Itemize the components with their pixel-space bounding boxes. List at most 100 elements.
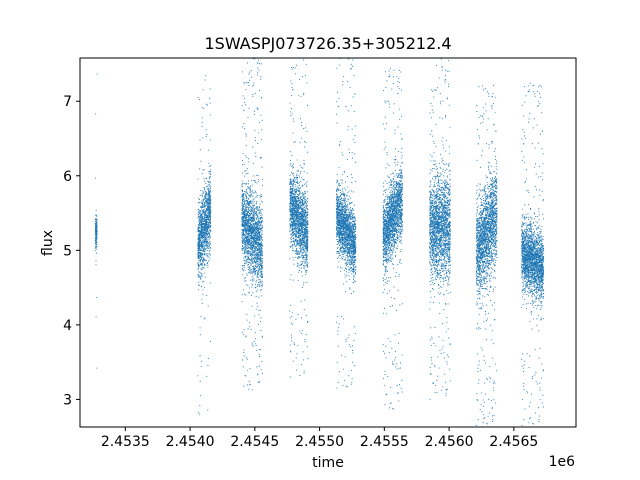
data-point — [304, 221, 305, 222]
data-point — [303, 59, 304, 60]
data-point — [306, 241, 307, 242]
data-point — [204, 232, 205, 233]
data-point — [204, 212, 205, 213]
data-point — [260, 229, 261, 230]
data-point — [96, 220, 97, 221]
data-point — [303, 259, 304, 260]
data-point — [297, 209, 298, 210]
data-point — [202, 241, 203, 242]
data-point — [259, 248, 260, 249]
data-point — [260, 224, 261, 225]
data-point — [198, 209, 199, 210]
data-point — [295, 216, 296, 217]
data-point — [257, 216, 258, 217]
data-point — [293, 179, 294, 180]
data-point — [258, 324, 259, 325]
data-point — [202, 117, 203, 118]
data-point — [302, 179, 303, 180]
data-point — [207, 199, 208, 200]
data-point — [303, 246, 304, 247]
data-point — [249, 292, 250, 293]
data-point — [296, 191, 297, 192]
data-point — [304, 203, 305, 204]
data-point — [245, 224, 246, 225]
data-point — [256, 252, 257, 253]
data-point — [248, 233, 249, 234]
data-point — [208, 305, 209, 306]
data-point — [255, 338, 256, 339]
data-point — [207, 262, 208, 263]
data-point — [298, 256, 299, 257]
data-point — [303, 216, 304, 217]
data-point — [306, 131, 307, 132]
data-point — [257, 63, 258, 64]
data-point — [301, 228, 302, 229]
data-point — [243, 366, 244, 367]
data-point — [299, 241, 300, 242]
data-point — [209, 215, 210, 216]
data-point — [244, 242, 245, 243]
data-point — [206, 198, 207, 199]
data-point — [249, 247, 250, 248]
data-point — [293, 242, 294, 243]
data-point — [203, 223, 204, 224]
data-point — [210, 114, 211, 115]
data-point — [209, 173, 210, 174]
data-point — [249, 217, 250, 218]
data-point — [253, 345, 254, 346]
data-point — [303, 203, 304, 204]
data-point — [210, 231, 211, 232]
data-point — [299, 228, 300, 229]
data-point — [304, 202, 305, 203]
data-point — [259, 245, 260, 246]
data-point — [306, 259, 307, 260]
data-point — [306, 239, 307, 240]
data-point — [260, 232, 261, 233]
data-point — [298, 243, 299, 244]
data-point — [202, 218, 203, 219]
data-point — [249, 216, 250, 217]
data-point — [201, 222, 202, 223]
data-point — [305, 196, 306, 197]
data-point — [258, 274, 259, 275]
data-point — [254, 226, 255, 227]
data-point — [259, 239, 260, 240]
data-point — [300, 96, 301, 97]
data-point — [209, 202, 210, 203]
data-point — [251, 272, 252, 273]
data-point — [301, 265, 302, 266]
data-point — [199, 227, 200, 228]
data-point — [245, 261, 246, 262]
data-point — [204, 181, 205, 182]
data-point — [248, 256, 249, 257]
data-point — [256, 291, 257, 292]
data-point — [301, 271, 302, 272]
data-point — [244, 267, 245, 268]
data-point — [207, 206, 208, 207]
data-point — [291, 221, 292, 222]
data-point — [307, 346, 308, 347]
data-point — [202, 227, 203, 228]
data-point — [251, 252, 252, 253]
data-point — [304, 200, 305, 201]
data-point — [207, 410, 208, 411]
data-point — [204, 229, 205, 230]
data-point — [298, 251, 299, 252]
data-point — [248, 108, 249, 109]
data-point — [243, 258, 244, 259]
data-point — [208, 219, 209, 220]
data-point — [257, 284, 258, 285]
data-point — [256, 196, 257, 197]
data-point — [208, 196, 209, 197]
data-point — [202, 257, 203, 258]
data-point — [209, 219, 210, 220]
data-point — [209, 193, 210, 194]
data-point — [296, 241, 297, 242]
data-point — [257, 68, 258, 69]
data-point — [250, 197, 251, 198]
data-point — [299, 79, 300, 80]
data-point — [251, 255, 252, 256]
data-point — [297, 214, 298, 215]
data-point — [261, 242, 262, 243]
data-point — [293, 164, 294, 165]
